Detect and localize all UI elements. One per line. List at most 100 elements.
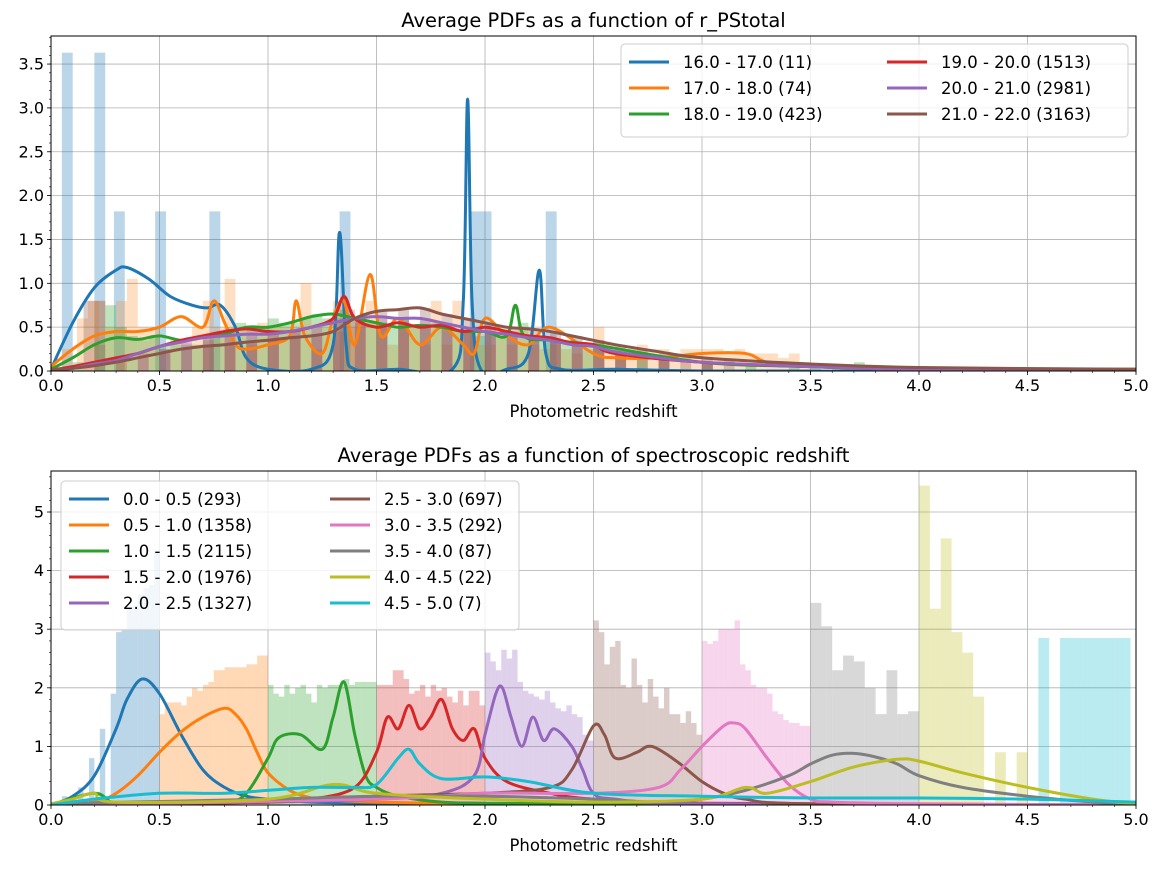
y-tick-label: 0 (34, 796, 44, 815)
histogram-bar (376, 327, 388, 371)
histogram-bar (61, 52, 73, 371)
histogram-bar (311, 702, 317, 805)
histogram-bar (392, 670, 399, 805)
histogram-bar (343, 679, 350, 805)
histogram-bar (799, 725, 806, 805)
histogram-bar (94, 52, 106, 371)
histogram-bar (387, 344, 399, 371)
histogram-bar (403, 679, 410, 805)
legend-label: 4.0 - 4.5 (22) (384, 568, 492, 587)
histogram-bar (311, 327, 323, 371)
histogram-bar (452, 702, 458, 805)
histogram-bar (582, 349, 594, 371)
x-tick-label: 5.0 (1123, 810, 1148, 829)
histogram-bar (154, 550, 160, 805)
histogram-bar (853, 661, 860, 805)
legend-box (60, 480, 520, 631)
histogram-bar (398, 322, 410, 371)
histogram-bar (376, 311, 388, 371)
histogram-bar (1016, 752, 1023, 805)
histogram-bar (495, 327, 507, 371)
legend-label: 20.0 - 21.0 (2981) (941, 79, 1091, 98)
histogram-bar (680, 722, 686, 805)
y-tick-label: 0.5 (19, 318, 44, 337)
histogram-bar (209, 211, 221, 371)
histogram-bar (452, 300, 464, 371)
histogram-bar (419, 684, 426, 805)
histogram-bar (143, 588, 149, 805)
histogram-bar (691, 349, 702, 371)
histogram-bar (333, 684, 339, 805)
histogram-bar (1119, 638, 1126, 805)
histogram-bar (485, 322, 496, 371)
histogram-bar (794, 722, 800, 805)
histogram-bar (859, 661, 865, 805)
x-tick-label: 3.0 (689, 810, 714, 829)
histogram-bar (702, 640, 708, 805)
histogram-bar (550, 702, 556, 805)
histogram-bar (398, 327, 410, 371)
histogram-bar (702, 357, 713, 371)
histogram-bar (463, 318, 475, 371)
legend-label: 16.0 - 17.0 (11) (683, 53, 812, 72)
histogram-bar (333, 322, 344, 371)
histogram-bar (376, 322, 388, 371)
histogram-bar (371, 681, 377, 805)
histogram-bar (528, 335, 540, 371)
histogram-bar (702, 362, 713, 371)
histogram-bar (99, 728, 106, 805)
histogram-bar (750, 684, 757, 805)
histogram-bar (517, 327, 529, 371)
x-tick-label: 0.5 (147, 810, 172, 829)
histogram-bar (571, 344, 583, 371)
histogram-bar (935, 608, 941, 805)
histogram-bar (745, 670, 751, 805)
histogram-bar (485, 331, 496, 371)
histogram-bar (94, 300, 106, 371)
histogram-bar (1098, 638, 1104, 805)
histogram-bar (289, 337, 301, 371)
histogram-bar (246, 334, 258, 371)
histogram-bar (696, 734, 702, 805)
histogram-bar (213, 327, 225, 371)
histogram-bar (170, 344, 182, 371)
histogram-bar (615, 353, 627, 371)
histogram-bar (155, 211, 167, 371)
x-tick-label: 3.5 (798, 376, 823, 395)
x-tick-label: 2.0 (472, 376, 497, 395)
x-tick-label: 1.0 (255, 810, 280, 829)
histogram-bar (425, 696, 431, 805)
histogram-bar (469, 211, 481, 371)
histogram-bar (528, 693, 534, 805)
histogram-bar (387, 327, 399, 371)
histogram-bar (615, 351, 627, 371)
histogram-bar (1076, 638, 1082, 805)
histogram-bar (593, 620, 599, 805)
histogram-bar (181, 340, 193, 371)
histogram-bar (615, 353, 627, 371)
legend-box (620, 43, 1129, 138)
histogram-bar (550, 340, 561, 371)
histogram-bar (339, 211, 351, 371)
histogram-bar (517, 322, 529, 371)
histogram-bar (810, 602, 816, 805)
histogram-bar (278, 322, 290, 371)
histogram-bar (485, 327, 496, 371)
x-tick-label: 4.0 (906, 376, 931, 395)
y-tick-label: 0.0 (19, 362, 44, 381)
histogram-bar (598, 632, 605, 805)
chart-title: Average PDFs as a function of r_PStotal (401, 9, 785, 32)
histogram-bar (506, 344, 518, 371)
histogram-bar (631, 658, 637, 805)
histogram-bar (474, 690, 480, 805)
histogram-bar (213, 335, 225, 371)
histogram-bar (409, 327, 420, 371)
histogram-bar (544, 690, 551, 805)
legend: 0.0 - 0.5 (293) 0.5 - 1.0 (1358) 1.0 - 1.5… (60, 480, 520, 631)
histogram-bar (268, 331, 279, 371)
series-line (51, 315, 1136, 371)
chart-panel-1: 0.0 0.5 1.0 1.5 2.0 2.5 3.0 3.5 4.0 4.5 5.0 0.0 0.5 1… (19, 9, 1149, 421)
histogram-bar (365, 681, 372, 805)
y-tick-label: 1.5 (19, 230, 44, 249)
histogram-bar (664, 687, 670, 805)
